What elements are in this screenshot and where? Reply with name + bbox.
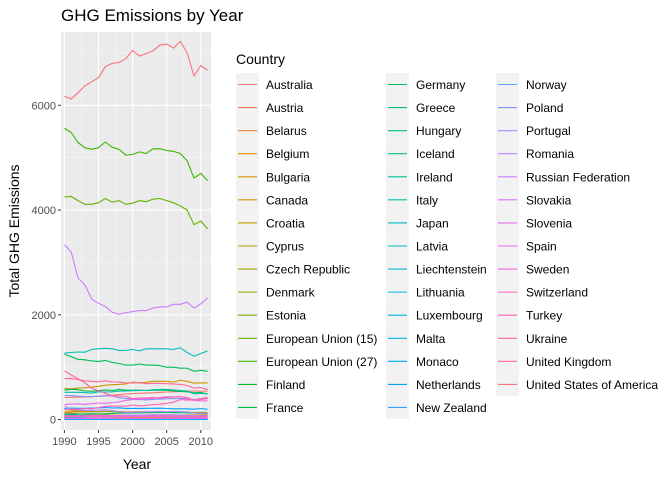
series-line-40 <box>64 396 208 411</box>
legend-label: Slovenia <box>526 216 572 230</box>
x-tick-label: 1990 <box>52 436 76 448</box>
series-line-15 <box>64 353 208 372</box>
legend-label: United States of America <box>526 378 658 392</box>
y-tick-label: 2000 <box>32 310 56 322</box>
legend-label: Bulgaria <box>266 170 310 184</box>
legend-title: Country <box>236 51 285 67</box>
y-axis-title: Total GHG Emissions <box>6 164 22 297</box>
series-line-41 <box>64 370 208 401</box>
series-line-42 <box>64 377 208 391</box>
legend-label: Greece <box>416 101 456 115</box>
legend-label: Estonia <box>266 309 306 323</box>
legend-label: Portugal <box>526 124 571 138</box>
legend-label: Turkey <box>526 309 562 323</box>
legend: Australia Austria Belarus Belgium Bulgaria Ca… <box>236 73 658 419</box>
legend-label: United Kingdom <box>526 355 611 369</box>
legend-label: European Union (15) <box>266 332 377 346</box>
legend-label: Denmark <box>266 286 316 300</box>
chart-title: GHG Emissions by Year <box>61 6 244 25</box>
legend-label: Japan <box>416 216 449 230</box>
legend-label: Iceland <box>416 147 455 161</box>
legend-label: Croatia <box>266 216 305 230</box>
series-line-38 <box>64 414 208 417</box>
x-tick-label: 2010 <box>189 436 213 448</box>
y-tick-label: 4000 <box>32 205 56 217</box>
series-line-21 <box>64 347 208 357</box>
legend-label: Monaco <box>416 355 459 369</box>
legend-label: Slovakia <box>526 193 572 207</box>
legend-label: Spain <box>526 239 557 253</box>
legend-label: Belgium <box>266 147 309 161</box>
legend-label: Belarus <box>266 124 307 138</box>
legend-label: Australia <box>266 78 313 92</box>
legend-label: Italy <box>416 193 438 207</box>
legend-label: Hungary <box>416 124 461 138</box>
y-axis: 0 2000 4000 6000 <box>32 100 61 427</box>
series-lines <box>63 40 209 421</box>
x-tick-label: 2000 <box>120 436 144 448</box>
legend-label: Poland <box>526 101 563 115</box>
legend-label: Canada <box>266 193 308 207</box>
series-line-16 <box>64 411 208 415</box>
series-line-11 <box>64 195 209 230</box>
legend-label: Ireland <box>416 170 453 184</box>
x-axis-title: Year <box>123 456 152 472</box>
legend-label: Malta <box>416 332 446 346</box>
legend-label: Switzerland <box>526 286 588 300</box>
x-tick-label: 1995 <box>86 436 110 448</box>
series-line-33 <box>64 405 208 414</box>
y-tick-label: 0 <box>50 415 56 427</box>
legend-label: Russian Federation <box>526 170 630 184</box>
plot-panel <box>61 32 211 430</box>
legend-label: Lithuania <box>416 286 465 300</box>
legend-label: Ukraine <box>526 332 568 346</box>
legend-label: Cyprus <box>266 239 304 253</box>
legend-label: Sweden <box>526 263 569 277</box>
series-line-20 <box>64 388 208 395</box>
legend-label: Finland <box>266 378 305 392</box>
series-line-34 <box>63 244 208 315</box>
legend-label: France <box>266 401 304 415</box>
series-line-43 <box>64 40 208 100</box>
grid-minor <box>61 32 211 430</box>
series-line-12 <box>64 127 209 182</box>
legend-label: Latvia <box>416 239 448 253</box>
x-axis: 1990 1995 2000 2005 2010 <box>52 430 213 448</box>
legend-label: Luxembourg <box>416 309 483 323</box>
legend-label: Norway <box>526 78 567 92</box>
legend-label: European Union (27) <box>266 355 377 369</box>
legend-label: Liechtenstein <box>416 263 487 277</box>
x-tick-label: 2005 <box>154 436 178 448</box>
legend-label: Romania <box>526 147 574 161</box>
legend-label: Germany <box>416 78 465 92</box>
y-tick-label: 6000 <box>32 100 56 112</box>
legend-label: Austria <box>266 101 304 115</box>
legend-label: Netherlands <box>416 378 481 392</box>
legend-label: Czech Republic <box>266 263 350 277</box>
legend-label: New Zealand <box>416 401 487 415</box>
